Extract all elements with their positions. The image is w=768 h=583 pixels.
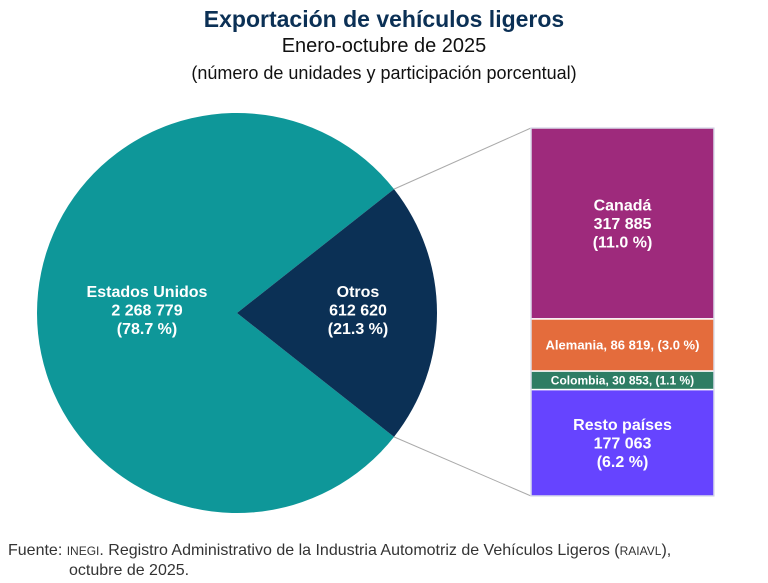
connector-line-top (393, 127, 532, 190)
pie-slice-otros (237, 189, 437, 437)
bar-border (530, 127, 715, 497)
bar-label: Alemania, 86 819, (3.0 %) (546, 338, 700, 353)
chart-title: Exportación de vehículos ligeros (203, 6, 565, 32)
source-note: Fuente: INEGI. Registro Administrativo d… (8, 542, 672, 579)
chart-subtitle: Enero-octubre de 2025 (281, 35, 487, 57)
bar-label: Resto países 177 063 (6.2 %) (573, 417, 672, 471)
slice-label: Estados Unidos 2 268 779 (78.7 %) (87, 284, 208, 338)
chart-units: (número de unidades y participación porc… (191, 63, 577, 83)
pie-slice-estados-unidos (36, 112, 395, 514)
slice-label: Otros 612 620 (21.3 %) (328, 284, 388, 338)
bar-label: Colombia, 30 853, (1.1 %) (551, 374, 694, 388)
bar-label: Canadá 317 885 (11.0 %) (593, 198, 653, 252)
connector-line-bottom (393, 436, 532, 497)
